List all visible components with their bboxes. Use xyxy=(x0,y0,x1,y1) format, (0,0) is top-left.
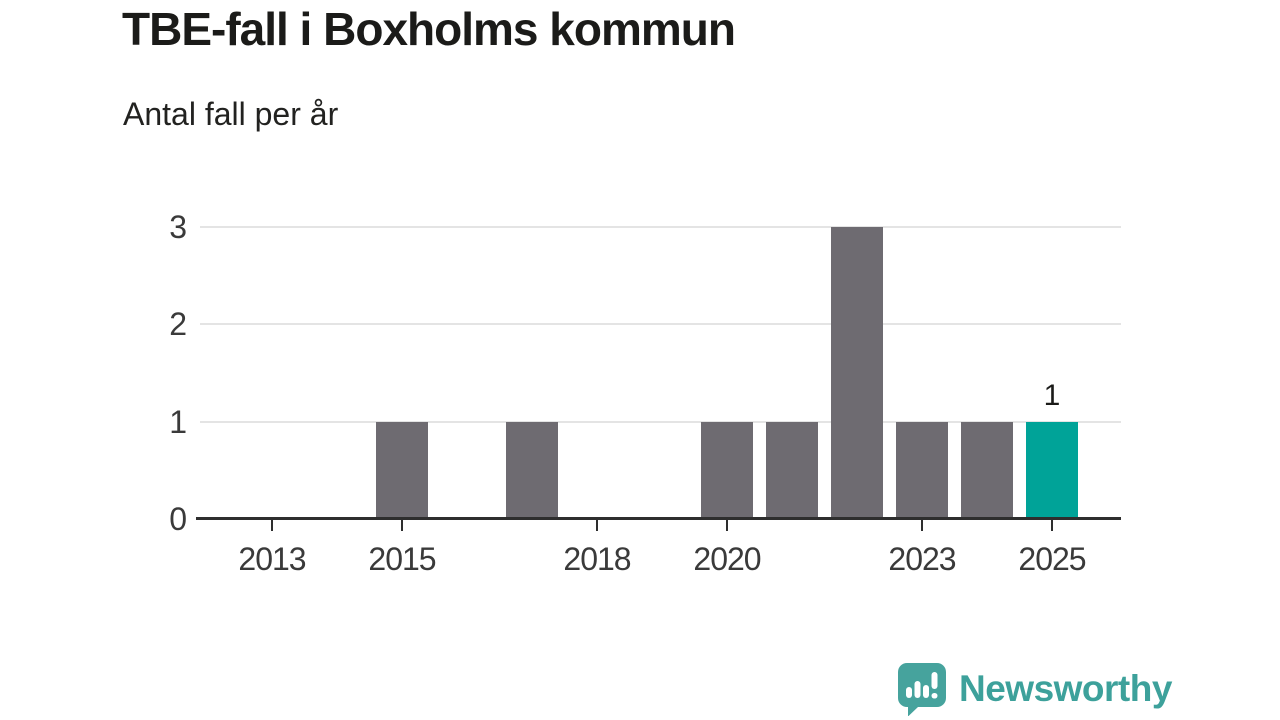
x-tick-2018 xyxy=(596,520,598,531)
y-axis-label-0: 0 xyxy=(169,501,187,537)
bar-2020 xyxy=(701,421,753,519)
bar-2015 xyxy=(376,421,428,519)
x-axis-label-2018: 2018 xyxy=(563,541,631,577)
gridline-y1 xyxy=(200,420,1121,423)
newsworthy-logo-icon xyxy=(898,663,946,716)
bar-value-label-2025: 1 xyxy=(1043,378,1061,412)
x-tick-2020 xyxy=(726,520,728,531)
brand-wordmark: Newsworthy xyxy=(959,668,1172,709)
x-tick-2025 xyxy=(1051,520,1053,531)
x-axis-label-2020: 2020 xyxy=(693,541,761,577)
bar-2023 xyxy=(896,421,948,519)
chart-subtitle: Antal fall per år xyxy=(123,96,339,132)
x-axis-label-2025: 2025 xyxy=(1018,541,1086,577)
x-axis-label-2015: 2015 xyxy=(368,541,436,577)
chart-title: TBE-fall i Boxholms kommun xyxy=(122,3,736,55)
gridline-y3 xyxy=(200,226,1121,228)
x-tick-2013 xyxy=(271,520,273,531)
bar-2022 xyxy=(831,227,883,519)
y-axis-label-1: 1 xyxy=(169,403,187,440)
x-axis-label-2023: 2023 xyxy=(888,541,956,577)
y-axis-label-2: 2 xyxy=(169,306,187,343)
newsworthy-logo: Newsworthy xyxy=(897,662,1172,716)
bar-2024 xyxy=(961,421,1013,519)
gridline-y2 xyxy=(200,323,1121,326)
x-axis-line xyxy=(196,517,1121,520)
x-tick-2023 xyxy=(921,520,923,531)
bar-2021 xyxy=(766,421,818,519)
y-axis-label-3: 3 xyxy=(169,209,187,245)
bar-2017 xyxy=(506,421,558,519)
x-axis-label-2013: 2013 xyxy=(238,541,306,577)
bar-2025 xyxy=(1026,421,1078,519)
x-tick-2015 xyxy=(401,520,403,531)
